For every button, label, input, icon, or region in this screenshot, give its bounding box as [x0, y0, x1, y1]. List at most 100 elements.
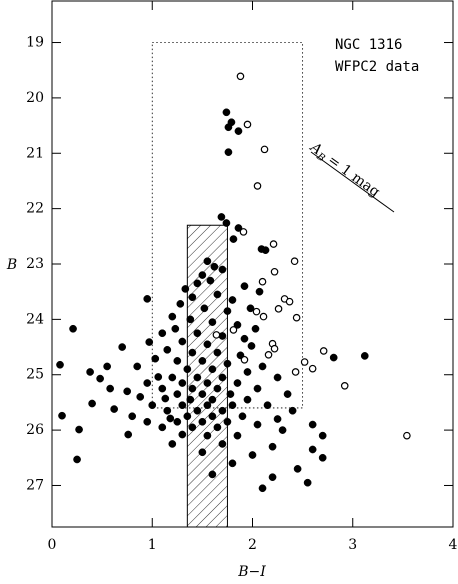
filled-point — [198, 271, 207, 279]
filled-point — [178, 401, 187, 410]
open-point — [291, 368, 300, 376]
y-tick-label: 23 — [26, 256, 44, 272]
filled-point — [158, 423, 167, 432]
filled-point — [251, 324, 260, 333]
y-tick-label: 27 — [26, 477, 44, 493]
y-tick-label: 26 — [26, 422, 44, 438]
open-point — [270, 267, 279, 276]
filled-point — [213, 348, 222, 357]
open-point — [292, 313, 301, 322]
open-point — [264, 351, 273, 359]
filled-point — [143, 417, 152, 426]
filled-point — [208, 365, 217, 374]
filled-point — [213, 384, 222, 393]
filled-point — [69, 324, 77, 333]
y-tick-label: 20 — [26, 90, 44, 106]
filled-point — [224, 148, 233, 157]
open-point — [252, 307, 261, 316]
filled-point — [217, 213, 226, 221]
filled-point — [193, 329, 202, 338]
x-tick-label: 2 — [248, 537, 257, 553]
open-point — [259, 312, 268, 321]
filled-point — [173, 357, 182, 365]
y-tick-label: 22 — [26, 201, 44, 217]
filled-point — [222, 219, 231, 227]
filled-point — [193, 406, 202, 415]
filled-point — [308, 445, 317, 454]
filled-point — [273, 415, 282, 423]
filled-point — [233, 379, 242, 387]
filled-point — [158, 384, 167, 393]
filled-point — [178, 337, 187, 346]
filled-point — [229, 235, 238, 243]
open-point — [403, 431, 411, 440]
filled-point — [161, 394, 170, 403]
filled-point — [222, 108, 231, 117]
filled-point — [223, 359, 232, 368]
y-tick-label: 24 — [26, 311, 44, 327]
filled-point — [248, 451, 257, 459]
filled-point — [154, 373, 163, 381]
open-point — [240, 355, 249, 364]
filled-point — [143, 379, 152, 387]
open-point — [260, 145, 269, 154]
open-point — [308, 364, 317, 373]
plot-frame — [51, 0, 454, 528]
filled-point — [228, 296, 237, 304]
filled-point — [198, 417, 207, 426]
open-point — [229, 326, 238, 334]
filled-point — [203, 401, 212, 410]
filled-point — [268, 473, 277, 482]
filled-point — [261, 246, 270, 255]
open-point — [285, 297, 294, 306]
filled-point — [228, 459, 237, 468]
filled-point — [171, 324, 180, 333]
filled-point — [73, 455, 81, 464]
filled-point — [283, 390, 292, 398]
filled-point — [203, 379, 212, 387]
x-axis-label: B−I — [237, 564, 266, 580]
filled-point — [193, 373, 202, 382]
filled-point — [123, 387, 132, 396]
filled-point — [208, 395, 217, 404]
open-point — [253, 182, 262, 190]
filled-point — [103, 362, 111, 371]
open-point — [290, 257, 299, 266]
filled-point — [234, 224, 243, 232]
filled-point — [329, 353, 338, 362]
reddening-vector — [310, 151, 395, 213]
open-point — [243, 120, 252, 129]
filled-point — [224, 123, 233, 132]
filled-point — [308, 420, 317, 429]
y-tick-label: 19 — [26, 35, 44, 51]
filled-point — [143, 295, 152, 303]
filled-point — [178, 379, 187, 387]
filled-point — [183, 412, 192, 421]
filled-point — [238, 412, 247, 421]
open-point — [258, 277, 267, 286]
filled-point — [86, 368, 94, 376]
filled-point — [178, 430, 187, 439]
filled-point — [218, 265, 227, 274]
x-tick-label: 1 — [148, 537, 157, 553]
filled-point — [173, 417, 182, 426]
filled-point — [168, 312, 177, 321]
dotted-box — [151, 42, 304, 409]
filled-point — [56, 360, 64, 369]
filled-point — [208, 470, 217, 479]
filled-point — [240, 334, 249, 343]
x-tick-label: 4 — [449, 537, 458, 553]
filled-point — [96, 374, 104, 383]
reddening-label: AB= 1 mag — [305, 138, 383, 201]
filled-point — [288, 406, 297, 415]
filled-point — [75, 425, 83, 434]
filled-point — [186, 315, 195, 324]
filled-point — [258, 484, 267, 493]
filled-point — [186, 395, 195, 404]
filled-point — [318, 453, 327, 462]
filled-point — [228, 401, 237, 410]
filled-point — [168, 440, 177, 448]
reddening-text: = 1 mag — [325, 152, 383, 200]
filled-point — [278, 426, 287, 434]
x-tick-label: 0 — [48, 537, 57, 553]
